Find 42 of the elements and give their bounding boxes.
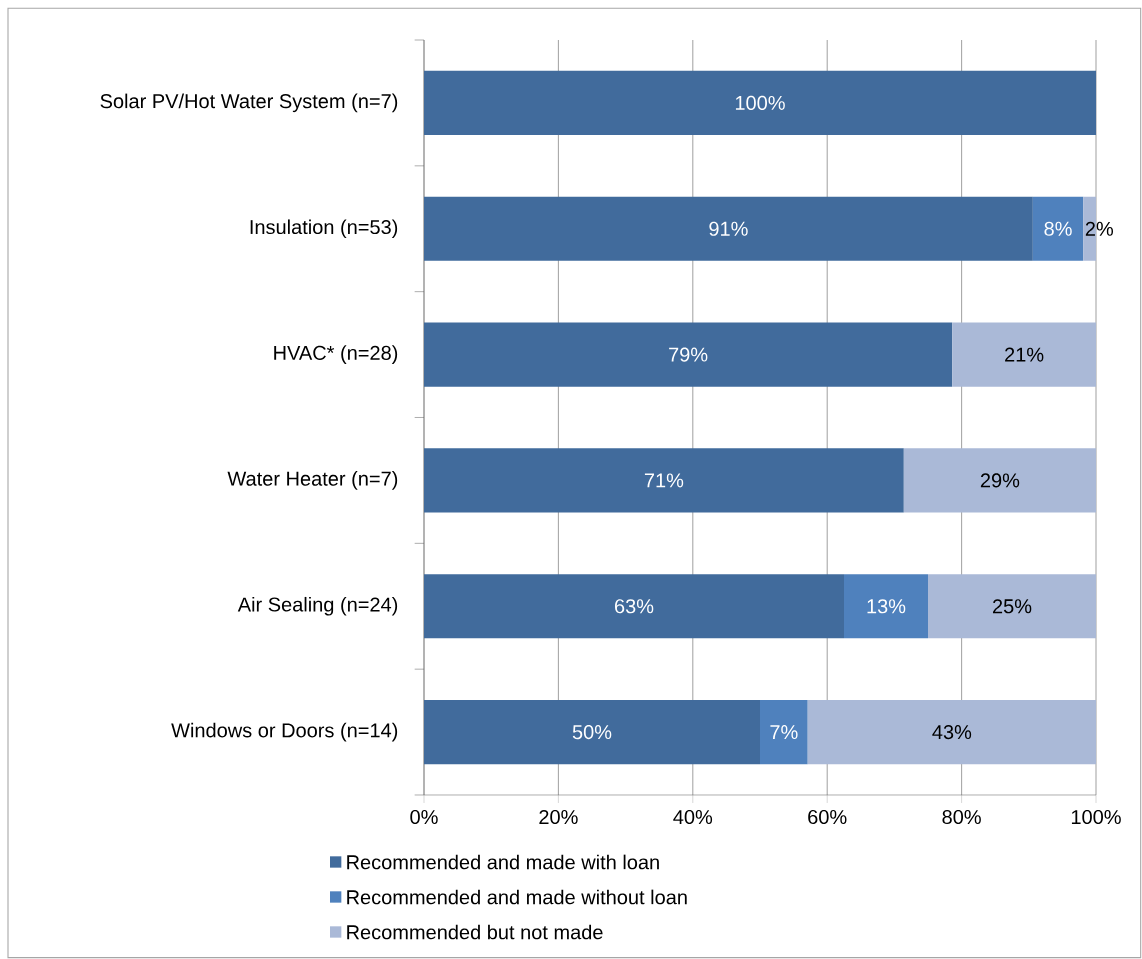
- data-label: 13%: [867, 599, 906, 614]
- bar: [424, 574, 844, 639]
- data-label: 8%: [1044, 221, 1072, 236]
- bar: [760, 699, 808, 765]
- y-tick-label: HVAC* (n=28): [274, 345, 398, 364]
- data-label: 100%: [735, 95, 785, 110]
- data-label: 79%: [669, 347, 708, 362]
- y-tick-label: Air Sealing (n=24): [237, 596, 398, 616]
- data-label: 29%: [980, 473, 1020, 488]
- x-tick-label: 100%: [1071, 809, 1121, 825]
- data-label: 50%: [572, 724, 612, 740]
- bar: [807, 699, 1097, 765]
- bar: [903, 448, 1097, 513]
- legend-label: Recommended and made without loan: [347, 889, 687, 905]
- data-label: 43%: [932, 724, 972, 740]
- bar: [424, 699, 760, 765]
- bar: [1032, 196, 1084, 261]
- y-tick-label: Windows or Doors (n=14): [171, 722, 398, 742]
- data-label: 21%: [1005, 347, 1044, 362]
- x-tick-label: 40%: [673, 809, 713, 825]
- legend-label: Recommended and made with loan: [347, 854, 659, 870]
- bar: [424, 322, 953, 387]
- bar: [928, 574, 1097, 639]
- data-label: 2%: [1085, 221, 1114, 236]
- data-label: 63%: [615, 599, 654, 614]
- y-tick-label: Water Heater (n=7): [227, 471, 398, 490]
- x-tick-label: 80%: [942, 809, 981, 825]
- y-tick-label: Insulation (n=53): [250, 219, 398, 239]
- bar: [952, 322, 1097, 387]
- x-tick-label: 20%: [539, 809, 578, 825]
- x-tick-label: 0%: [410, 809, 438, 825]
- bar: [424, 448, 904, 513]
- x-tick-label: 60%: [808, 809, 847, 825]
- data-label: 7%: [770, 725, 798, 740]
- bar: [424, 196, 1033, 261]
- data-label: 71%: [644, 473, 684, 488]
- bar: [424, 70, 1097, 135]
- data-label: 91%: [709, 221, 748, 236]
- legend-label: Recommended but not made: [347, 924, 603, 940]
- y-tick-label: Solar PV/Hot Water System (n=7): [100, 93, 398, 113]
- bar: [844, 574, 928, 639]
- data-label: 25%: [992, 599, 1032, 614]
